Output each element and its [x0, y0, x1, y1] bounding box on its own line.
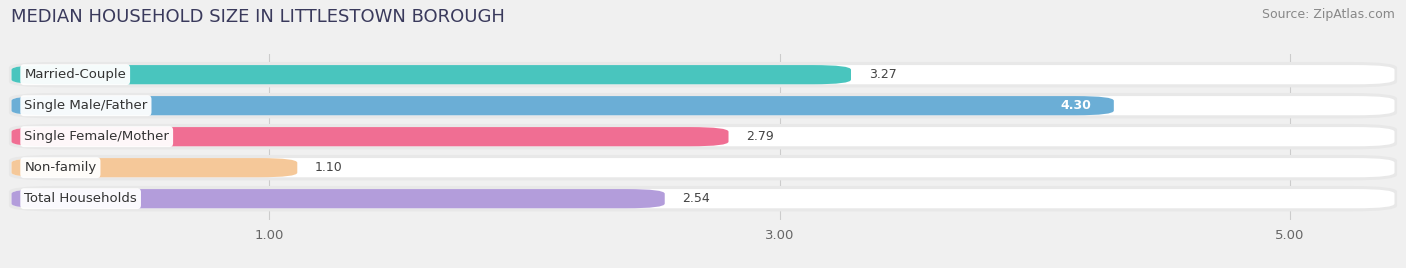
Text: Married-Couple: Married-Couple — [24, 68, 127, 81]
Text: MEDIAN HOUSEHOLD SIZE IN LITTLESTOWN BOROUGH: MEDIAN HOUSEHOLD SIZE IN LITTLESTOWN BOR… — [11, 8, 505, 26]
FancyBboxPatch shape — [11, 158, 297, 177]
FancyBboxPatch shape — [8, 62, 1398, 87]
FancyBboxPatch shape — [11, 127, 1395, 146]
FancyBboxPatch shape — [11, 65, 1395, 84]
FancyBboxPatch shape — [8, 155, 1398, 180]
Text: Source: ZipAtlas.com: Source: ZipAtlas.com — [1261, 8, 1395, 21]
FancyBboxPatch shape — [11, 96, 1114, 115]
FancyBboxPatch shape — [8, 124, 1398, 149]
FancyBboxPatch shape — [11, 189, 665, 208]
Text: Total Households: Total Households — [24, 192, 136, 205]
Text: 1.10: 1.10 — [315, 161, 343, 174]
FancyBboxPatch shape — [8, 186, 1398, 211]
Text: 2.54: 2.54 — [682, 192, 710, 205]
FancyBboxPatch shape — [11, 189, 1395, 208]
FancyBboxPatch shape — [11, 127, 728, 146]
FancyBboxPatch shape — [11, 158, 1395, 177]
FancyBboxPatch shape — [11, 65, 851, 84]
Text: Single Male/Father: Single Male/Father — [24, 99, 148, 112]
Text: 2.79: 2.79 — [747, 130, 775, 143]
Text: Non-family: Non-family — [24, 161, 97, 174]
FancyBboxPatch shape — [11, 96, 1395, 115]
FancyBboxPatch shape — [8, 93, 1398, 118]
Text: Single Female/Mother: Single Female/Mother — [24, 130, 169, 143]
Text: 4.30: 4.30 — [1060, 99, 1091, 112]
Text: 3.27: 3.27 — [869, 68, 897, 81]
